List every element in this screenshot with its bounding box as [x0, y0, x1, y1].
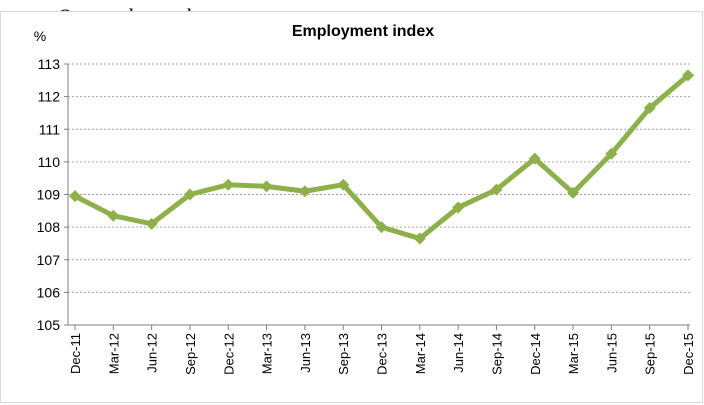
x-tick-labels: Dec-11 Mar-12 Jun-12 Sep-12 Dec-12 Mar-13 Jun-… [68, 333, 696, 375]
y-tick-label: 112 [38, 89, 61, 105]
data-point [145, 217, 158, 230]
x-tick-label: Dec-12 [221, 333, 236, 375]
data-point [528, 152, 541, 165]
y-tick-label: 111 [39, 121, 60, 137]
x-tick-label: Jun-13 [298, 333, 313, 373]
x-tick-label: Mar-12 [106, 333, 121, 374]
x-tick-label: Dec-14 [528, 333, 543, 375]
series [69, 69, 694, 245]
data-point [567, 186, 580, 199]
data-point [375, 221, 388, 234]
x-tick-label: Jun-15 [604, 333, 619, 373]
x-tick-label: Mar-14 [413, 333, 428, 374]
chart-title: Employment index [292, 23, 434, 40]
data-point [337, 178, 350, 191]
data-point [298, 185, 311, 198]
x-tick-label: Dec-15 [681, 333, 696, 375]
x-tick-label: Sep-12 [183, 333, 198, 375]
x-tick-label: Mar-13 [260, 333, 275, 374]
x-tick-label: Sep-14 [489, 333, 504, 375]
x-tick-label: Jun-12 [145, 333, 160, 373]
data-point [183, 188, 196, 201]
x-tick-label: Sep-15 [643, 333, 658, 375]
data-point [452, 201, 465, 214]
y-tick-label: 113 [38, 56, 61, 72]
y-tick-label: 110 [38, 154, 61, 170]
y-tick-label: 107 [37, 252, 61, 268]
y-tick-label: 109 [37, 187, 61, 203]
x-tick-label: Jun-14 [451, 333, 466, 373]
x-tick-label: Mar-15 [566, 333, 581, 374]
data-point [69, 190, 81, 203]
data-point [490, 183, 503, 196]
y-axis-unit: % [34, 28, 46, 44]
y-tick-label: 106 [37, 284, 61, 300]
data-point [260, 180, 273, 193]
x-tick-label: Dec-11 [68, 333, 83, 374]
data-point [682, 69, 694, 82]
data-point [605, 147, 618, 160]
y-tick-labels: 105 106 107 108 109 110 111 112 113 [37, 56, 61, 333]
y-tick-label: 108 [37, 219, 61, 235]
y-tick-label: 105 [37, 317, 61, 333]
data-point [222, 178, 235, 191]
chart-frame [0, 11, 703, 403]
data-point [107, 209, 120, 222]
data-point [643, 102, 656, 115]
data-point [413, 232, 426, 245]
x-tick-label: Dec-13 [375, 333, 390, 375]
axes [64, 63, 690, 330]
x-tick-label: Sep-13 [336, 333, 351, 375]
